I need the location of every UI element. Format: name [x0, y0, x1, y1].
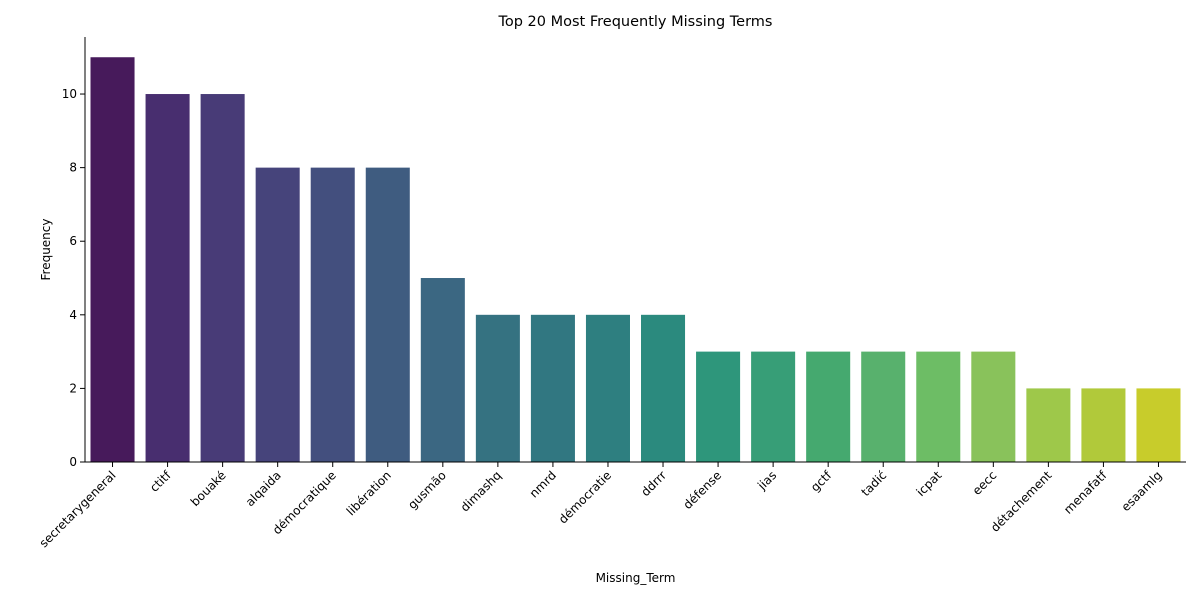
x-tick-label-3: alqaida — [243, 468, 284, 509]
x-tick-label-12: jias — [754, 468, 779, 493]
x-tick-label-8: nmrd — [527, 468, 559, 500]
y-tick-label-3: 6 — [69, 234, 77, 248]
bar-3 — [255, 167, 300, 463]
bar-10 — [641, 314, 686, 462]
bar-15 — [916, 351, 961, 462]
x-tick-label-6: gusmão — [405, 468, 449, 512]
bar-4 — [310, 167, 355, 463]
x-tick-label-2: bouaké — [188, 468, 229, 509]
bar-16 — [971, 351, 1016, 462]
x-tick-label-19: esaamlg — [1119, 468, 1165, 514]
x-tick-label-18: menafatf — [1061, 468, 1110, 517]
bar-11 — [696, 351, 741, 462]
x-tick-label-7: dimashq — [458, 468, 504, 514]
x-tick-label-15: icpat — [914, 468, 945, 499]
bar-2 — [200, 94, 245, 462]
bar-5 — [365, 167, 410, 463]
bar-8 — [530, 314, 575, 462]
bar-1 — [145, 94, 190, 462]
y-axis: 0 2 4 6 8 10 — [62, 37, 86, 469]
x-axis-title: Missing_Term — [596, 571, 676, 585]
bar-7 — [475, 314, 520, 462]
x-tick-label-1: ctitf — [147, 468, 174, 495]
x-tick-label-9: démocratie — [556, 468, 614, 526]
y-tick-label-0: 0 — [69, 455, 77, 469]
bar-0 — [90, 57, 135, 462]
x-tick-label-11: défense — [680, 468, 724, 512]
bars-group — [90, 57, 1181, 463]
bar-17 — [1026, 388, 1071, 462]
chart-title: Top 20 Most Frequently Missing Terms — [497, 14, 772, 30]
bar-14 — [861, 351, 906, 462]
bar-18 — [1081, 388, 1126, 462]
x-tick-label-10: ddrrr — [638, 468, 669, 499]
y-tick-label-4: 8 — [69, 161, 77, 175]
x-tick-label-0: secretarygeneral — [37, 468, 119, 550]
y-tick-label-5: 10 — [62, 87, 77, 101]
bar-9 — [585, 314, 630, 462]
x-tick-label-14: tadić — [859, 468, 890, 499]
x-axis: secretarygeneral ctitf bouaké alqaida démocr… — [37, 461, 1186, 550]
bar-12 — [751, 351, 796, 462]
bar-13 — [806, 351, 851, 462]
y-tick-label-1: 2 — [69, 381, 77, 395]
bar-6 — [420, 278, 465, 462]
y-axis-title: Frequency — [39, 219, 53, 281]
x-tick-label-13: gctf — [808, 468, 835, 495]
x-tick-label-16: eecc — [970, 468, 1000, 498]
x-tick-label-5: libération — [344, 468, 394, 518]
y-tick-label-2: 4 — [69, 308, 77, 322]
bar-19 — [1136, 388, 1181, 462]
